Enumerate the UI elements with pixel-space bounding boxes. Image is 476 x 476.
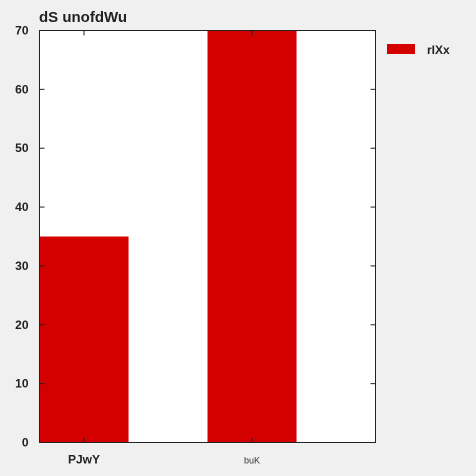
plot-frame: [39, 30, 376, 443]
x-axis: PJwY buK: [68, 30, 260, 467]
bar-buK: [207, 30, 297, 443]
y-tick-label: 20: [15, 318, 29, 332]
y-tick-label: 30: [15, 259, 29, 273]
bars-group: [39, 30, 297, 443]
y-axis: 0 10 20 30 40 50 60 70: [15, 24, 376, 450]
y-tick-label: 60: [15, 82, 29, 96]
legend-swatch-rIXx: [387, 44, 415, 54]
y-tick-label: 10: [15, 377, 29, 391]
y-tick-label: 0: [22, 436, 29, 450]
bar-PJwY: [39, 236, 129, 443]
y-tick-label: 70: [15, 24, 29, 38]
x-tick-label-buK: buK: [244, 456, 260, 466]
y-tick-label: 50: [15, 141, 29, 155]
chart-title: dS unofdWu: [39, 9, 127, 26]
x-tick-label-PJwY: PJwY: [68, 453, 100, 467]
y-tick-label: 40: [15, 200, 29, 214]
legend: rIXx: [387, 43, 450, 57]
legend-label-rIXx: rIXx: [427, 43, 450, 57]
